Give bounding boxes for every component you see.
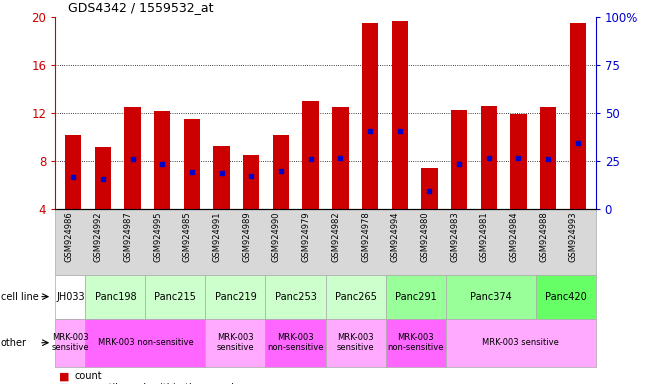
Text: GSM924980: GSM924980	[421, 211, 430, 262]
Text: Panc253: Panc253	[275, 291, 316, 302]
Text: Panc265: Panc265	[335, 291, 376, 302]
Text: GDS4342 / 1559532_at: GDS4342 / 1559532_at	[68, 1, 214, 14]
Bar	[332, 107, 348, 209]
Bar	[480, 106, 497, 209]
Text: GSM924981: GSM924981	[480, 211, 489, 262]
Text: Panc198: Panc198	[94, 291, 136, 302]
Text: GSM924991: GSM924991	[213, 211, 221, 262]
Bar	[94, 147, 111, 209]
Text: GSM924979: GSM924979	[301, 211, 311, 262]
Text: GSM924984: GSM924984	[510, 211, 518, 262]
Bar	[273, 135, 289, 209]
Text: GSM924986: GSM924986	[64, 211, 73, 262]
Bar	[510, 114, 527, 209]
Text: Panc374: Panc374	[470, 291, 512, 302]
Bar	[451, 110, 467, 209]
Bar	[214, 146, 230, 209]
Text: GSM924994: GSM924994	[391, 211, 400, 262]
Text: Panc291: Panc291	[395, 291, 436, 302]
Text: GSM924995: GSM924995	[153, 211, 162, 262]
Bar	[540, 107, 557, 209]
Text: Panc219: Panc219	[215, 291, 256, 302]
Text: GSM924982: GSM924982	[331, 211, 340, 262]
Text: ■: ■	[59, 371, 69, 381]
Text: other: other	[1, 338, 27, 348]
Bar	[184, 119, 200, 209]
Text: GSM924993: GSM924993	[569, 211, 578, 262]
Text: JH033: JH033	[56, 291, 85, 302]
Text: MRK-003
sensitive: MRK-003 sensitive	[337, 333, 374, 353]
Text: ■: ■	[59, 383, 69, 384]
Text: MRK-003
non-sensitive: MRK-003 non-sensitive	[387, 333, 444, 353]
Text: MRK-003
non-sensitive: MRK-003 non-sensitive	[267, 333, 324, 353]
Text: GSM924978: GSM924978	[361, 211, 370, 262]
Text: GSM924987: GSM924987	[124, 211, 133, 262]
Bar	[154, 111, 171, 209]
Text: Panc215: Panc215	[154, 291, 197, 302]
Bar	[362, 23, 378, 209]
Text: GSM924985: GSM924985	[183, 211, 192, 262]
Bar	[243, 155, 260, 209]
Text: GSM924989: GSM924989	[242, 211, 251, 262]
Text: MRK-003 sensitive: MRK-003 sensitive	[482, 338, 559, 347]
Bar	[124, 107, 141, 209]
Bar	[303, 101, 319, 209]
Text: percentile rank within the sample: percentile rank within the sample	[75, 383, 240, 384]
Text: MRK-003
sensitive: MRK-003 sensitive	[51, 333, 89, 353]
Text: MRK-003 non-sensitive: MRK-003 non-sensitive	[98, 338, 193, 347]
Text: MRK-003
sensitive: MRK-003 sensitive	[217, 333, 255, 353]
Text: GSM924990: GSM924990	[272, 211, 281, 262]
Text: cell line: cell line	[1, 291, 38, 302]
Bar	[65, 135, 81, 209]
Text: count: count	[75, 371, 102, 381]
Text: Panc420: Panc420	[545, 291, 587, 302]
Bar	[570, 23, 586, 209]
Bar	[421, 169, 437, 209]
Text: GSM924983: GSM924983	[450, 211, 459, 262]
Text: GSM924992: GSM924992	[94, 211, 103, 262]
Bar	[391, 21, 408, 209]
Text: GSM924988: GSM924988	[539, 211, 548, 262]
